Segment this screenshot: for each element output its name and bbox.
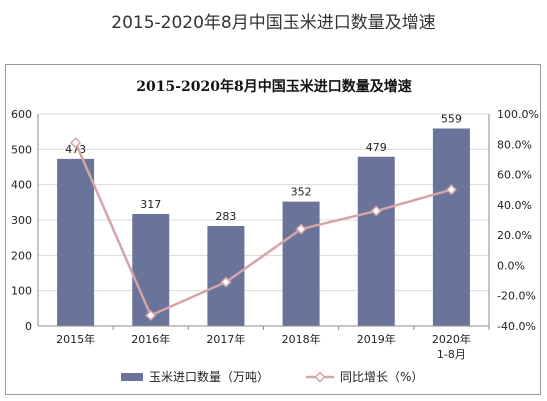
growth-line [74,142,452,318]
y-right-tick-label: 80.0% [497,138,532,151]
legend-marker [314,371,326,383]
y-left-tick-label: 0 [25,320,32,333]
gridlines [38,113,489,327]
x-tick-label: 2016年 [131,332,170,346]
chart-frame [5,64,541,395]
line-point [445,184,457,196]
legend: 玉米进口数量（万吨） 同比增长（%） [121,369,423,384]
bar-value-label: 479 [366,141,387,154]
y-right-tick-label: -20.0% [497,290,536,303]
bar [432,128,470,326]
line-series [70,137,457,321]
line-point [70,137,82,149]
legend-label-line: 同比增长（%） [340,370,423,384]
y-left-tick-label: 200 [11,249,32,262]
bar-value-label: 317 [140,198,161,211]
chart-title: 2015-2020年8月中国玉米进口数量及增速 [136,78,411,95]
line-point [145,309,157,321]
axes: 0 100 200 300 400 500 600 -40.0% -20.0% 0.0% 20.0%… [11,108,539,361]
x-tick-label: 2019年 [357,332,396,346]
y-right-tick-label: 60.0% [497,169,532,182]
x-tick-label: 2017年 [206,332,245,346]
y-right-tick-label: 40.0% [497,199,532,212]
line-point [220,276,232,288]
page-title: 2015-2020年8月中国玉米进口数量及增速 [111,13,436,33]
x-tick-label: 2020年 [432,332,471,346]
y-left-tick-label: 400 [11,179,32,192]
line-point [370,205,382,217]
bar-value-label: 352 [291,186,312,199]
bar [132,213,170,326]
y-left-tick-label: 300 [11,214,32,227]
y-left-tick-label: 100 [11,285,32,298]
legend-swatch-bar [121,373,143,381]
bar [57,158,95,326]
bar-value-label: 559 [441,112,462,125]
y-left-tick-label: 500 [11,143,32,156]
y-right-tick-label: 20.0% [497,229,532,242]
y-right-tick-label: 0.0% [497,259,525,272]
x-tick-label: 2018年 [282,332,321,346]
bar [357,156,395,326]
x-tick-label: 2015年 [56,332,95,346]
bar [282,201,320,326]
line-point [295,223,307,235]
y-right-tick-label: -40.0% [497,320,536,333]
bar [207,226,245,326]
legend-label-bar: 玉米进口数量（万吨） [149,369,269,384]
y-left-tick-label: 600 [11,108,32,121]
x-tick-label: 1-8月 [437,348,466,361]
y-right-tick-label: 100.0% [497,108,539,121]
bar-value-label: 283 [215,210,236,223]
